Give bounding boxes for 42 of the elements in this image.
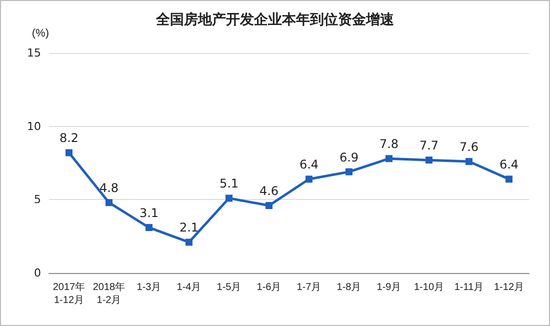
data-label: 4.6 — [259, 184, 279, 198]
point — [506, 176, 512, 183]
point — [306, 176, 312, 183]
data-label: 4.8 — [99, 181, 119, 196]
x-tick-label: 1-6月 — [256, 282, 282, 293]
x-tick-label: 1-12月 — [494, 282, 524, 293]
x-tick-label: 2017年 1-12月 — [52, 281, 86, 306]
x-tick-label: 1-11月 — [454, 282, 484, 293]
x-tick-label: 2018年 1-2月 — [92, 281, 126, 306]
x-tick-label: 1-5月 — [216, 282, 242, 293]
point — [146, 224, 152, 232]
data-label: 8.2 — [59, 131, 79, 146]
data-label: 6.4 — [299, 158, 319, 172]
data-label: 5.1 — [219, 176, 239, 191]
y-tick-label: 10 — [27, 120, 41, 133]
point — [66, 149, 72, 156]
y-tick-label: 5 — [34, 193, 41, 206]
point — [386, 155, 392, 162]
data-label: 6.4 — [499, 158, 519, 172]
point — [186, 238, 192, 246]
x-tick-label: 1-9月 — [376, 282, 402, 293]
point — [426, 156, 432, 164]
chart-title: 全国房地产开发企业本年到位资金增速 — [155, 11, 395, 27]
data-label: 7.7 — [419, 138, 439, 153]
data-label: 6.9 — [339, 150, 359, 164]
data-label: 7.8 — [379, 137, 399, 152]
x-tick-label: 1-3月 — [136, 282, 162, 293]
x-tick-label: 1-4月 — [176, 282, 202, 293]
point — [106, 199, 112, 206]
x-tick-label: 1-7月 — [296, 282, 322, 293]
data-label: 7.6 — [459, 140, 479, 154]
point — [466, 158, 472, 166]
data-label: 3.1 — [139, 206, 159, 220]
x-tick-label: 1-8月 — [336, 282, 362, 293]
y-tick-label: 0 — [34, 266, 41, 280]
point — [226, 194, 232, 202]
x-tick-label: 1-10月 — [414, 282, 444, 293]
point — [266, 202, 272, 210]
y-tick-label: 15 — [27, 46, 41, 60]
data-label: 2.1 — [179, 220, 199, 235]
y-axis-title: (%) — [32, 28, 49, 40]
point — [346, 168, 352, 176]
